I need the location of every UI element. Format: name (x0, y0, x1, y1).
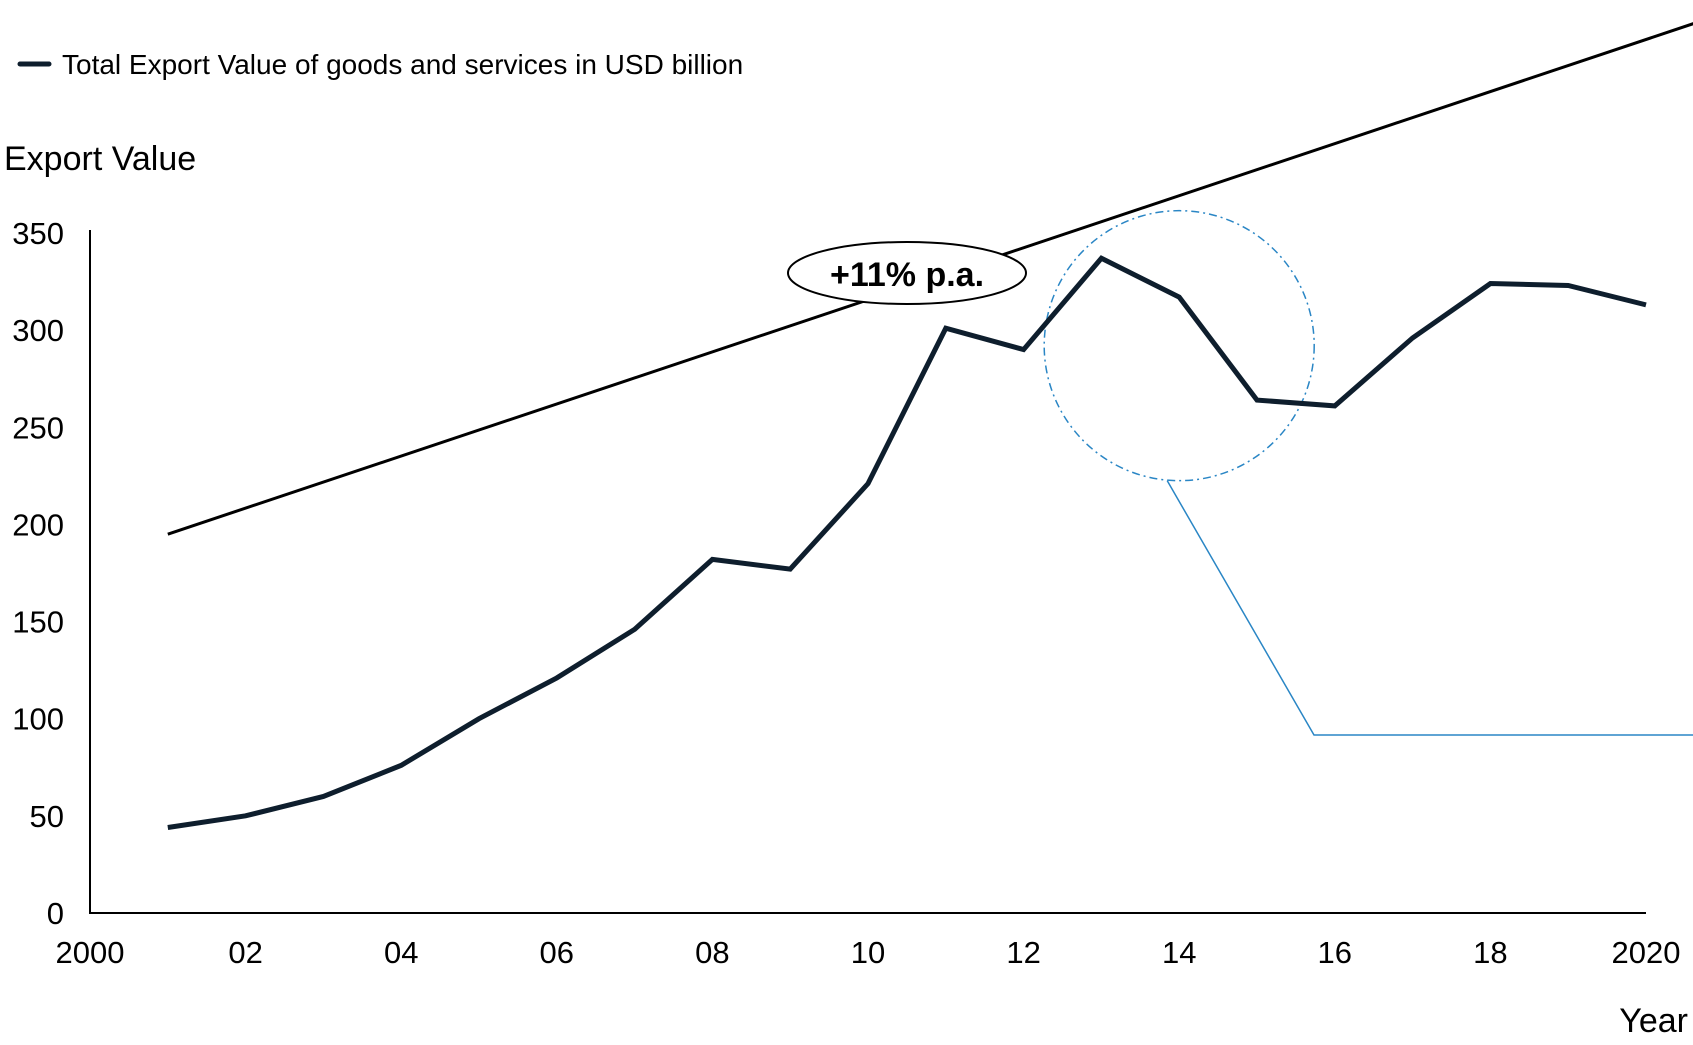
cagr-callout: +11% p.a. (788, 242, 1026, 304)
x-tick-label: 14 (1162, 935, 1196, 970)
x-tick-label: 16 (1318, 935, 1352, 970)
cagr-label: +11% p.a. (830, 256, 984, 294)
highlight-circle (1044, 211, 1314, 481)
y-tick-labels: 0 50 100 150 200 250 300 350 (12, 216, 64, 931)
y-tick-label: 250 (12, 410, 64, 445)
legend-label: Total Export Value of goods and services… (62, 49, 743, 80)
series-group (168, 258, 1646, 827)
y-tick-label: 50 (30, 799, 64, 834)
x-tick-label: 18 (1473, 935, 1507, 970)
x-tick-labels: 2000 02 04 06 08 10 12 14 16 18 2020 (56, 935, 1681, 970)
y-tick-label: 350 (12, 216, 64, 251)
y-tick-label: 100 (12, 702, 64, 737)
highlight-group (1044, 211, 1693, 735)
y-tick-label: 150 (12, 605, 64, 640)
x-axis-title: Year (1619, 1002, 1688, 1040)
highlight-leader-line (1167, 481, 1693, 735)
x-tick-label: 04 (384, 935, 418, 970)
x-tick-label: 10 (851, 935, 885, 970)
x-tick-label: 08 (695, 935, 729, 970)
y-tick-label: 200 (12, 507, 64, 542)
legend: Total Export Value of goods and services… (20, 49, 743, 80)
y-tick-label: 0 (47, 896, 64, 931)
y-tick-label: 300 (12, 313, 64, 348)
series-line (168, 258, 1646, 827)
x-tick-label: 12 (1006, 935, 1040, 970)
x-tick-label: 2020 (1612, 935, 1681, 970)
x-tick-label: 06 (540, 935, 574, 970)
x-tick-label: 2000 (56, 935, 125, 970)
x-tick-label: 02 (228, 935, 262, 970)
y-axis-title: Export Value (4, 140, 196, 178)
